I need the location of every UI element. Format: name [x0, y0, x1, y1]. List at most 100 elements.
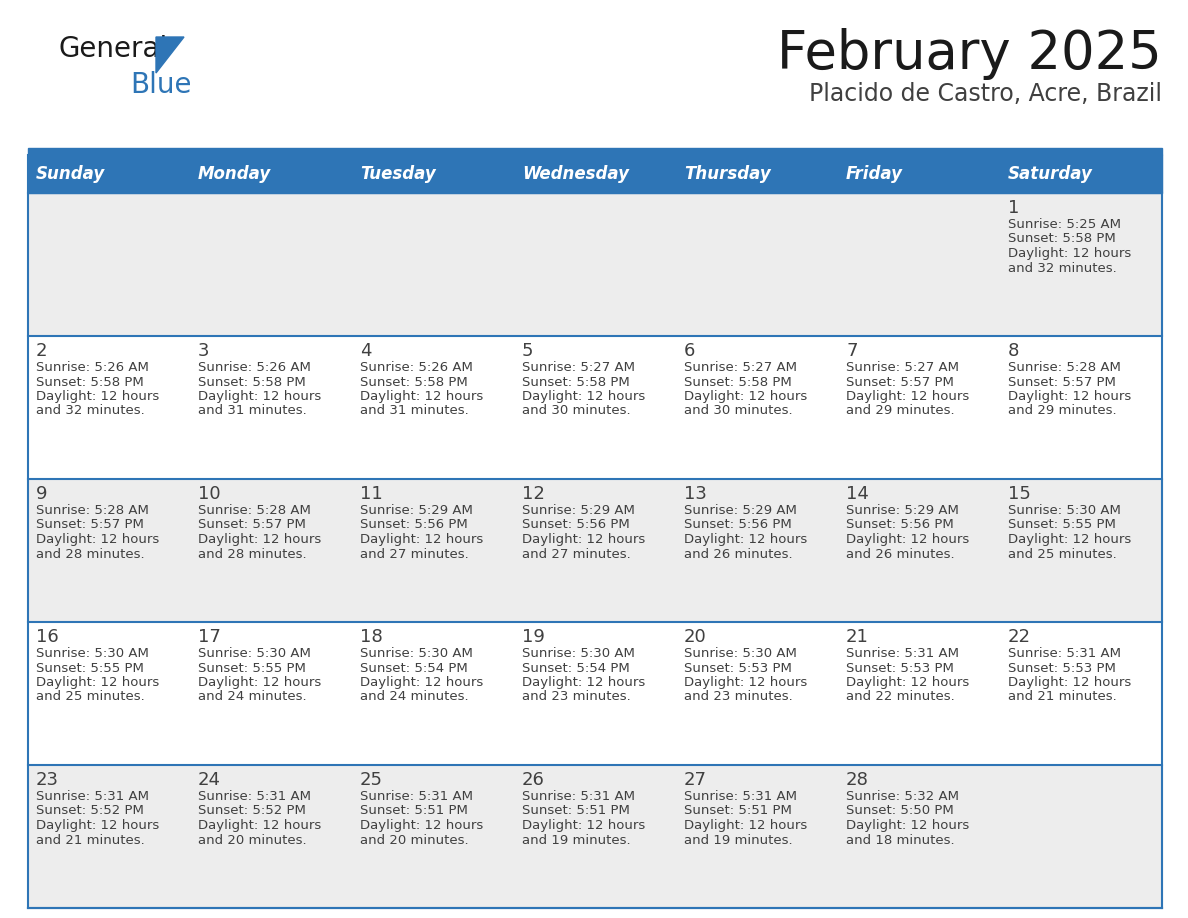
- Text: Sunset: 5:56 PM: Sunset: 5:56 PM: [522, 519, 630, 532]
- Text: Sunset: 5:56 PM: Sunset: 5:56 PM: [846, 519, 954, 532]
- Text: and 21 minutes.: and 21 minutes.: [1007, 690, 1117, 703]
- Text: 1: 1: [1007, 199, 1019, 217]
- Text: Daylight: 12 hours: Daylight: 12 hours: [684, 533, 808, 546]
- Text: Sunset: 5:58 PM: Sunset: 5:58 PM: [522, 375, 630, 388]
- Text: 21: 21: [846, 628, 868, 646]
- Text: Daylight: 12 hours: Daylight: 12 hours: [36, 533, 159, 546]
- Text: Daylight: 12 hours: Daylight: 12 hours: [846, 390, 969, 403]
- Text: Sunset: 5:58 PM: Sunset: 5:58 PM: [36, 375, 144, 388]
- Bar: [29, 479, 1162, 622]
- Text: 18: 18: [360, 628, 383, 646]
- Text: 17: 17: [198, 628, 221, 646]
- Text: 16: 16: [36, 628, 58, 646]
- Text: and 30 minutes.: and 30 minutes.: [522, 405, 631, 418]
- Text: Sunset: 5:50 PM: Sunset: 5:50 PM: [846, 804, 954, 818]
- Text: and 28 minutes.: and 28 minutes.: [198, 547, 307, 561]
- Text: Sunrise: 5:30 AM: Sunrise: 5:30 AM: [360, 647, 473, 660]
- Text: Sunrise: 5:30 AM: Sunrise: 5:30 AM: [36, 647, 148, 660]
- Text: Sunrise: 5:31 AM: Sunrise: 5:31 AM: [1007, 647, 1121, 660]
- Text: Sunrise: 5:27 AM: Sunrise: 5:27 AM: [684, 361, 797, 374]
- Text: General: General: [58, 35, 168, 63]
- Text: Daylight: 12 hours: Daylight: 12 hours: [1007, 533, 1131, 546]
- Text: Sunrise: 5:29 AM: Sunrise: 5:29 AM: [522, 504, 634, 517]
- Text: 20: 20: [684, 628, 707, 646]
- Text: Tuesday: Tuesday: [360, 165, 436, 183]
- Text: 3: 3: [198, 342, 209, 360]
- Text: Daylight: 12 hours: Daylight: 12 hours: [360, 533, 484, 546]
- Text: Daylight: 12 hours: Daylight: 12 hours: [846, 819, 969, 832]
- Text: Sunrise: 5:28 AM: Sunrise: 5:28 AM: [198, 504, 311, 517]
- Text: and 21 minutes.: and 21 minutes.: [36, 834, 145, 846]
- Text: Wednesday: Wednesday: [522, 165, 628, 183]
- Text: Daylight: 12 hours: Daylight: 12 hours: [522, 676, 645, 689]
- Bar: [29, 765, 1162, 908]
- Text: Sunrise: 5:27 AM: Sunrise: 5:27 AM: [846, 361, 959, 374]
- Text: 13: 13: [684, 485, 707, 503]
- Text: 4: 4: [360, 342, 372, 360]
- Text: 7: 7: [846, 342, 858, 360]
- Text: and 24 minutes.: and 24 minutes.: [360, 690, 468, 703]
- Text: Sunset: 5:58 PM: Sunset: 5:58 PM: [360, 375, 468, 388]
- Text: Daylight: 12 hours: Daylight: 12 hours: [684, 819, 808, 832]
- Text: 23: 23: [36, 771, 59, 789]
- Polygon shape: [156, 37, 184, 73]
- Text: Daylight: 12 hours: Daylight: 12 hours: [198, 390, 321, 403]
- Text: 2: 2: [36, 342, 48, 360]
- Text: Sunrise: 5:30 AM: Sunrise: 5:30 AM: [1007, 504, 1120, 517]
- Text: Blue: Blue: [129, 71, 191, 99]
- Text: Sunrise: 5:29 AM: Sunrise: 5:29 AM: [846, 504, 959, 517]
- Text: Sunset: 5:57 PM: Sunset: 5:57 PM: [36, 519, 144, 532]
- Text: Sunrise: 5:26 AM: Sunrise: 5:26 AM: [198, 361, 311, 374]
- Text: 27: 27: [684, 771, 707, 789]
- Text: Sunrise: 5:26 AM: Sunrise: 5:26 AM: [36, 361, 148, 374]
- Text: 28: 28: [846, 771, 868, 789]
- Text: Sunrise: 5:28 AM: Sunrise: 5:28 AM: [36, 504, 148, 517]
- Text: Sunrise: 5:29 AM: Sunrise: 5:29 AM: [360, 504, 473, 517]
- Text: Sunset: 5:52 PM: Sunset: 5:52 PM: [198, 804, 305, 818]
- Text: 24: 24: [198, 771, 221, 789]
- Text: and 25 minutes.: and 25 minutes.: [1007, 547, 1117, 561]
- Text: and 27 minutes.: and 27 minutes.: [360, 547, 469, 561]
- Text: Daylight: 12 hours: Daylight: 12 hours: [198, 676, 321, 689]
- Text: Daylight: 12 hours: Daylight: 12 hours: [846, 676, 969, 689]
- Text: Sunrise: 5:25 AM: Sunrise: 5:25 AM: [1007, 218, 1121, 231]
- Text: 12: 12: [522, 485, 545, 503]
- Text: Daylight: 12 hours: Daylight: 12 hours: [360, 819, 484, 832]
- Text: Sunset: 5:51 PM: Sunset: 5:51 PM: [522, 804, 630, 818]
- Bar: [29, 155, 1162, 193]
- Text: and 32 minutes.: and 32 minutes.: [1007, 262, 1117, 274]
- Text: and 26 minutes.: and 26 minutes.: [846, 547, 955, 561]
- Text: Sunday: Sunday: [36, 165, 106, 183]
- Text: February 2025: February 2025: [777, 28, 1162, 80]
- Text: and 18 minutes.: and 18 minutes.: [846, 834, 955, 846]
- Text: 6: 6: [684, 342, 695, 360]
- Text: Sunrise: 5:31 AM: Sunrise: 5:31 AM: [522, 790, 636, 803]
- Text: Daylight: 12 hours: Daylight: 12 hours: [684, 676, 808, 689]
- Text: Daylight: 12 hours: Daylight: 12 hours: [36, 390, 159, 403]
- Text: Daylight: 12 hours: Daylight: 12 hours: [522, 819, 645, 832]
- Text: and 28 minutes.: and 28 minutes.: [36, 547, 145, 561]
- Text: and 32 minutes.: and 32 minutes.: [36, 405, 145, 418]
- Text: Placido de Castro, Acre, Brazil: Placido de Castro, Acre, Brazil: [809, 82, 1162, 106]
- Text: Sunrise: 5:30 AM: Sunrise: 5:30 AM: [522, 647, 634, 660]
- Text: Monday: Monday: [198, 165, 271, 183]
- Text: Sunset: 5:51 PM: Sunset: 5:51 PM: [684, 804, 792, 818]
- Bar: [29, 148, 1162, 155]
- Text: Daylight: 12 hours: Daylight: 12 hours: [360, 390, 484, 403]
- Text: Daylight: 12 hours: Daylight: 12 hours: [36, 819, 159, 832]
- Text: and 31 minutes.: and 31 minutes.: [360, 405, 469, 418]
- Text: and 20 minutes.: and 20 minutes.: [198, 834, 307, 846]
- Text: Daylight: 12 hours: Daylight: 12 hours: [522, 390, 645, 403]
- Text: Sunrise: 5:26 AM: Sunrise: 5:26 AM: [360, 361, 473, 374]
- Text: Daylight: 12 hours: Daylight: 12 hours: [1007, 247, 1131, 260]
- Text: Daylight: 12 hours: Daylight: 12 hours: [684, 390, 808, 403]
- Text: and 19 minutes.: and 19 minutes.: [522, 834, 631, 846]
- Text: Sunset: 5:53 PM: Sunset: 5:53 PM: [846, 662, 954, 675]
- Text: 5: 5: [522, 342, 533, 360]
- Text: 14: 14: [846, 485, 868, 503]
- Bar: [29, 193, 1162, 336]
- Text: and 26 minutes.: and 26 minutes.: [684, 547, 792, 561]
- Text: and 29 minutes.: and 29 minutes.: [1007, 405, 1117, 418]
- Text: Sunset: 5:54 PM: Sunset: 5:54 PM: [522, 662, 630, 675]
- Text: and 23 minutes.: and 23 minutes.: [684, 690, 792, 703]
